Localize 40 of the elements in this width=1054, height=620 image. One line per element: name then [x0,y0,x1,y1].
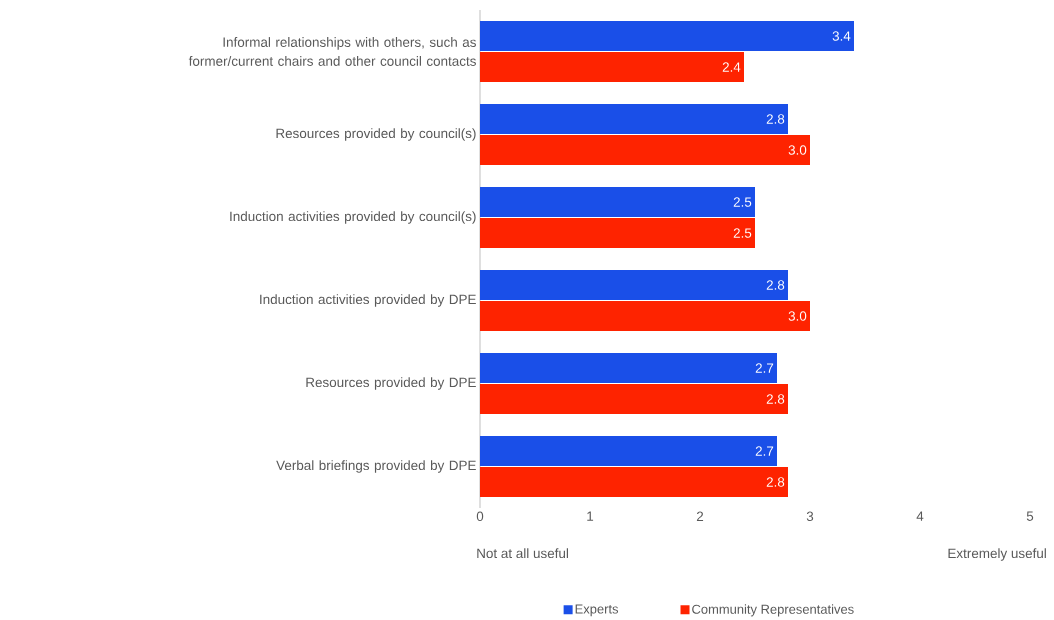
bar [480,270,788,301]
bar [480,21,854,52]
x-tick-label: 4 [916,511,924,521]
bar [480,467,788,498]
data-label: 3.4 [832,31,851,41]
bar [480,301,810,332]
data-label: 2.8 [766,114,785,124]
data-label: 2.4 [722,62,741,72]
data-label: 2.8 [766,477,785,487]
bar [480,135,810,166]
x-tick-label: 2 [696,511,704,521]
x-tick-label: 5 [1026,511,1034,521]
text: Extremely useful [948,548,1046,561]
bar [480,187,755,218]
data-label: 2.8 [766,394,785,404]
bar [480,353,777,384]
y-tick-label: Resources provided by council(s) [276,128,476,141]
bar [480,52,744,83]
bar [480,218,755,249]
data-label: 2.5 [733,197,752,207]
data-label: 3.0 [788,145,807,155]
data-label: 2.5 [733,228,752,238]
data-label: 2.7 [755,446,774,456]
legend-label: Community Representatives [692,604,854,617]
y-tick-label: Resources provided by DPE [306,377,476,390]
bar [480,384,788,415]
y-tick-label: Verbal briefings provided by DPE [276,460,476,473]
x-tick-label: 0 [476,511,484,522]
y-tick-label: Induction activities provided by DPE [260,294,476,307]
x-tick-label: 3 [806,511,814,522]
y-tick-label: Informal relationships with others, such as former/current chairs and other council contacts [188,37,476,66]
data-label: 3.0 [788,311,807,321]
y-tick-label: Induction activities provided by council(s) [230,211,476,224]
bar [480,436,777,467]
data-label: 2.7 [755,363,774,373]
data-label: 2.8 [766,280,785,290]
text: Not at all useful [477,548,568,559]
legend-label: Experts [575,604,619,617]
x-tick-label: 1 [587,511,594,521]
bar [480,104,788,135]
